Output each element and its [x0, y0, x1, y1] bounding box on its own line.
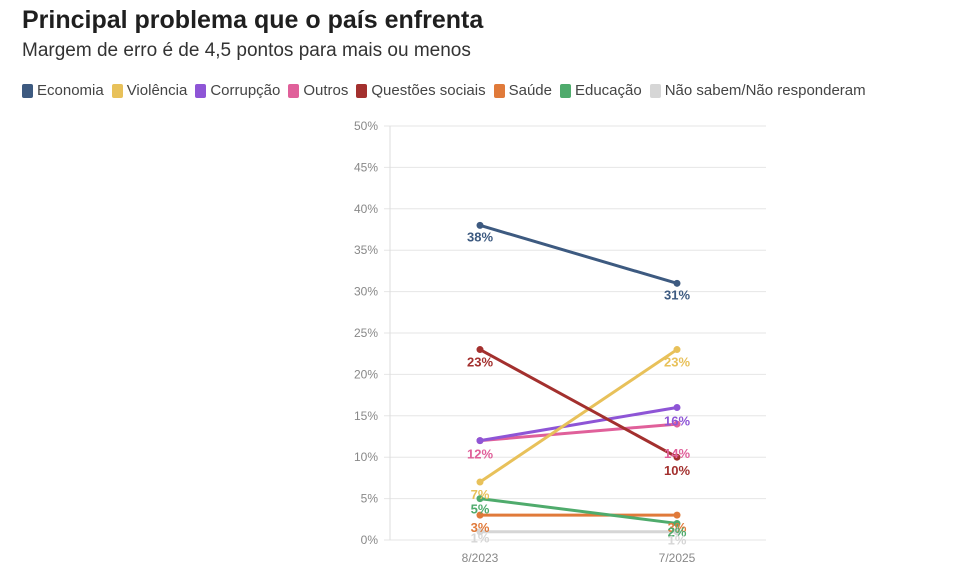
y-tick-label: 20% — [354, 367, 378, 381]
data-point — [673, 346, 681, 354]
chart-subtitle: Margem de erro é de 4,5 pontos para mais… — [22, 40, 471, 61]
data-label: 23% — [467, 355, 493, 370]
series-line — [478, 223, 679, 285]
series-line — [478, 406, 679, 443]
data-point — [673, 453, 681, 461]
y-tick-label: 5% — [361, 492, 379, 506]
legend-item-outros[interactable]: Outros — [288, 82, 348, 99]
legend-label: Educação — [574, 82, 642, 99]
data-point — [476, 528, 484, 536]
y-tick-label: 30% — [354, 285, 378, 299]
series-line — [478, 348, 679, 484]
series-line — [478, 497, 679, 525]
x-tick-label: 7/2025 — [659, 551, 696, 565]
data-point — [673, 519, 681, 527]
data-label: 2% — [668, 524, 687, 539]
legend-item-saude[interactable]: Saúde — [493, 82, 552, 99]
legend-label: Corrupção — [210, 82, 281, 99]
data-point — [476, 346, 484, 354]
y-tick-label: 45% — [354, 160, 378, 174]
data-label: 38% — [467, 229, 493, 244]
legend-swatch — [111, 83, 123, 98]
x-tick-label: 8/2023 — [462, 551, 499, 565]
y-tick-label: 25% — [354, 326, 378, 340]
data-label: 1% — [668, 533, 687, 548]
legend-swatch — [559, 83, 571, 98]
data-point — [476, 478, 484, 486]
y-tick-label: 35% — [354, 243, 378, 257]
data-label: 3% — [668, 520, 687, 535]
data-label: 7% — [471, 487, 490, 502]
data-point — [673, 404, 681, 412]
legend-swatch — [195, 83, 207, 98]
data-label: 1% — [471, 531, 490, 546]
legend-swatch — [493, 83, 505, 98]
data-point — [476, 511, 484, 519]
legend-item-questoes-sociais[interactable]: Questões sociais — [356, 82, 486, 99]
y-tick-label: 10% — [354, 450, 378, 464]
legend-swatch — [356, 83, 368, 98]
legend-swatch — [22, 83, 33, 98]
data-label: 16% — [664, 414, 690, 429]
series-line — [478, 422, 679, 443]
data-label: 31% — [664, 287, 690, 302]
y-tick-label: 15% — [354, 409, 378, 423]
legend-label: Outros — [303, 82, 349, 99]
legend-item-economia[interactable]: Economia — [22, 82, 104, 99]
y-tick-label: 0% — [361, 533, 379, 547]
data-point — [673, 528, 681, 536]
data-label: 10% — [664, 463, 690, 478]
legend: Economia Violência Corrupção Outros Ques… — [22, 82, 866, 99]
legend-swatch — [288, 83, 300, 98]
series-line — [478, 348, 679, 459]
legend-label: Questões sociais — [371, 82, 486, 99]
legend-label: Violência — [126, 82, 188, 99]
data-label: 3% — [471, 520, 490, 535]
data-point — [476, 495, 484, 503]
data-point — [476, 437, 484, 445]
data-point — [673, 279, 681, 287]
y-tick-label: 50% — [354, 119, 378, 133]
legend-item-violencia[interactable]: Violência — [111, 82, 188, 99]
data-point — [476, 221, 484, 229]
chart-title: Principal problema que o país enfrenta — [22, 6, 484, 34]
y-tick-label: 40% — [354, 202, 378, 216]
data-label: 23% — [664, 355, 690, 370]
legend-label: Saúde — [508, 82, 552, 99]
legend-swatch — [649, 83, 661, 98]
legend-label: Economia — [37, 82, 104, 99]
legend-item-corrupcao[interactable]: Corrupção — [195, 82, 280, 99]
data-label: 14% — [664, 446, 690, 461]
data-point — [673, 511, 681, 519]
legend-label: Não sabem/Não responderam — [664, 82, 866, 99]
legend-item-nao-sabem[interactable]: Não sabem/Não responderam — [649, 82, 866, 99]
data-label: 5% — [471, 502, 490, 517]
data-label: 12% — [467, 447, 493, 462]
legend-item-educacao[interactable]: Educação — [559, 82, 642, 99]
data-point — [673, 420, 681, 428]
